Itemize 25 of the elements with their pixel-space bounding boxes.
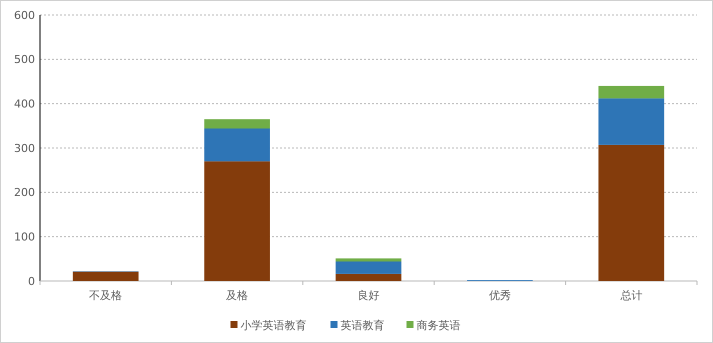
bar	[72, 272, 139, 281]
legend-label: 小学英语教育	[240, 318, 306, 332]
bar	[204, 161, 270, 281]
legend-label: 英语教育	[340, 318, 384, 332]
y-tick-label: 200	[14, 186, 35, 200]
y-tick-label: 600	[14, 8, 35, 22]
y-tick-label: 100	[14, 230, 35, 244]
bar	[336, 258, 402, 262]
bar	[336, 274, 402, 281]
x-tick-label: 良好	[358, 289, 380, 302]
y-tick-label: 0	[28, 274, 35, 288]
x-tick-label: 总计	[619, 289, 642, 302]
bar	[336, 261, 402, 274]
x-tick-label: 优秀	[488, 289, 511, 302]
bar	[204, 119, 270, 128]
y-tick-label: 300	[14, 142, 35, 155]
bar	[204, 128, 270, 162]
bar	[598, 98, 664, 145]
y-tick-label: 400	[14, 98, 35, 111]
legend-label: 商务英语	[416, 318, 460, 332]
bar	[598, 86, 664, 98]
x-tick-label: 及格	[226, 289, 248, 302]
bar	[598, 144, 664, 281]
y-tick-label: 500	[14, 53, 35, 66]
x-tick-label: 不及格	[89, 289, 122, 302]
